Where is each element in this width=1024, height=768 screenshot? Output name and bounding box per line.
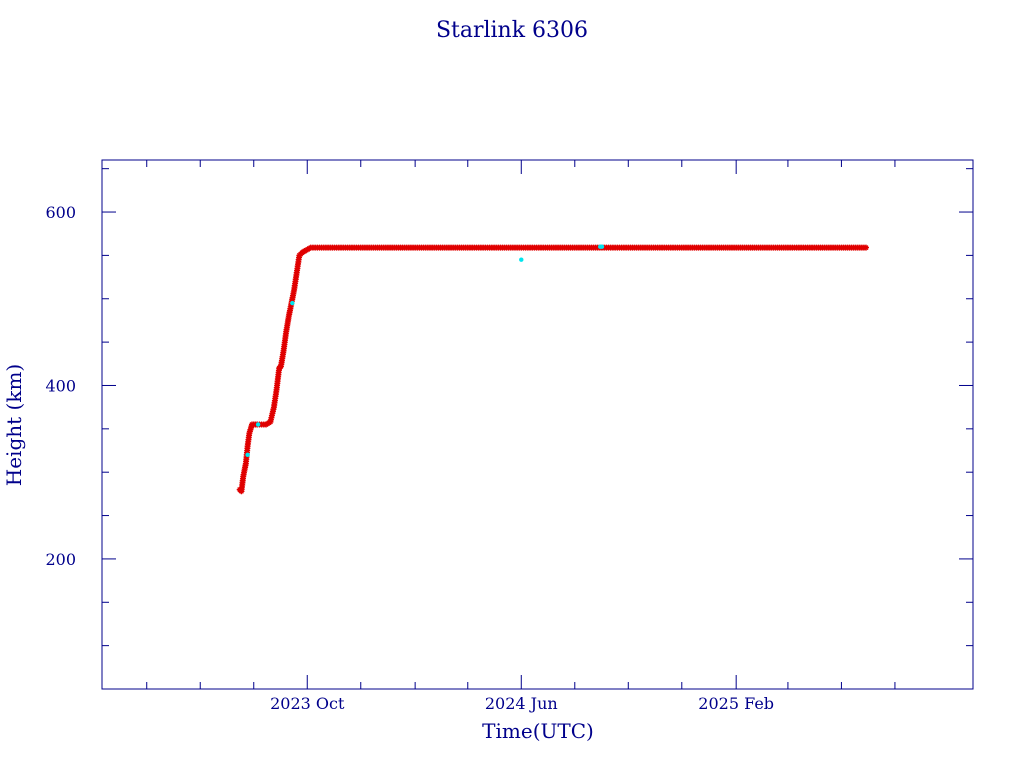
data-point [519, 257, 524, 262]
y-tick-label: 600 [45, 203, 76, 222]
x-tick-label: 2024 Jun [485, 694, 558, 713]
data-point [290, 300, 295, 306]
axis-ticks [102, 160, 973, 689]
x-axis-label: Time(UTC) [482, 719, 594, 743]
x-tick-label: 2023 Oct [270, 694, 345, 713]
x-tick-label: 2025 Feb [698, 694, 774, 713]
data-point [862, 244, 869, 251]
series-1 [236, 244, 869, 495]
data-points [236, 244, 869, 495]
data-point [255, 422, 261, 427]
data-point [599, 244, 605, 249]
chart-title: Starlink 6306 [436, 18, 588, 43]
axis-tick-labels: 2023 Oct 2024 Jun 2025 Feb 200 400 600 [45, 203, 774, 713]
data-point [245, 452, 250, 458]
series-2 [245, 244, 605, 458]
y-tick-label: 400 [45, 376, 76, 395]
plot-frame [101, 159, 974, 690]
y-tick-label: 200 [45, 550, 76, 569]
y-axis-label: Height (km) [2, 364, 26, 486]
